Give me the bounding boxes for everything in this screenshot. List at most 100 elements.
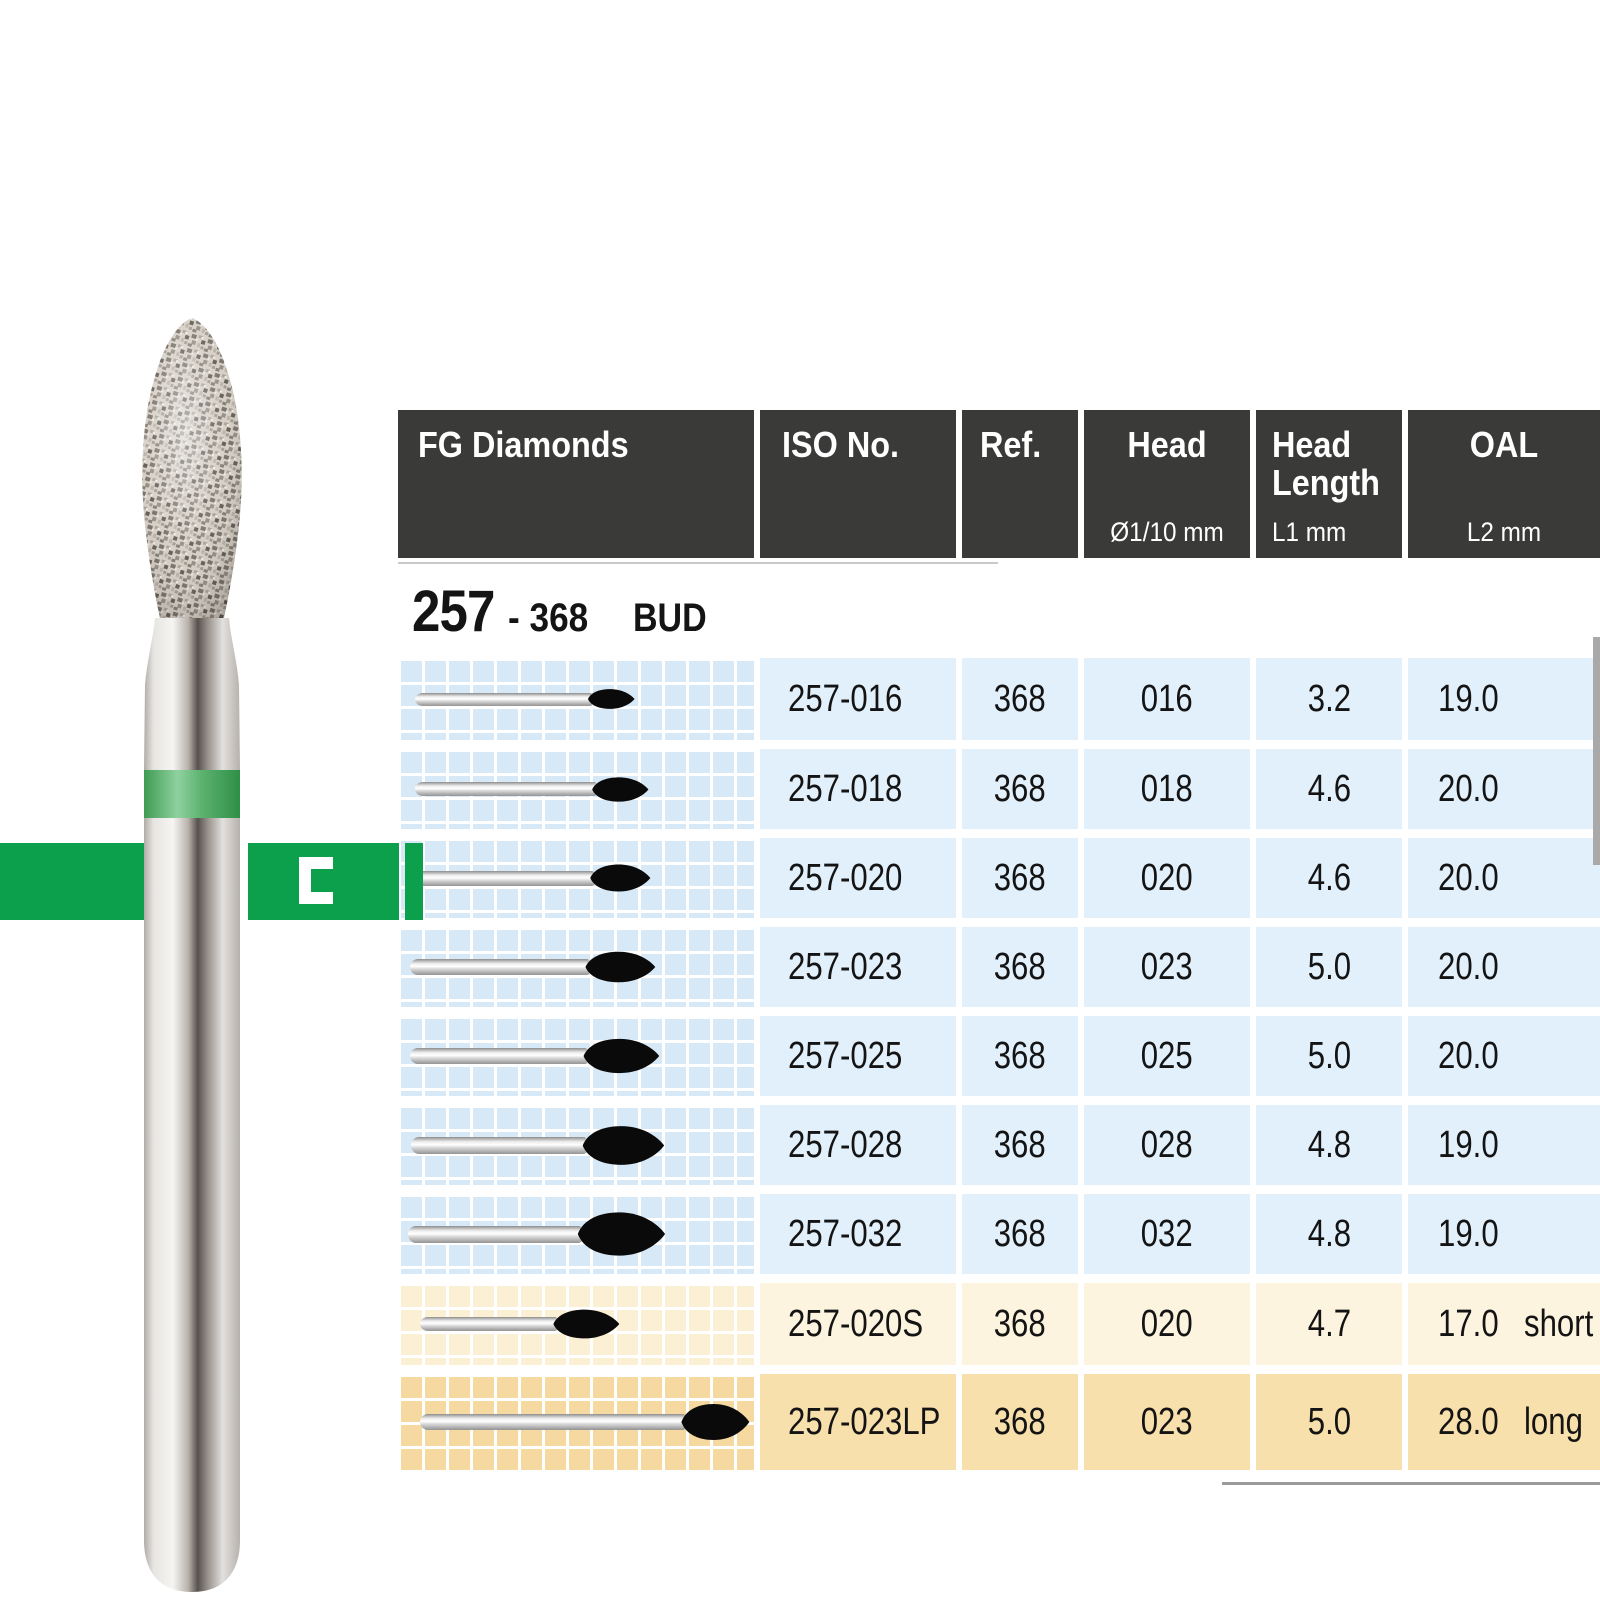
series-code: 257 — [412, 579, 495, 644]
diamond-bur-photo — [142, 318, 242, 1592]
head-length-cell: 3.2 — [1256, 658, 1402, 740]
bur-icon — [415, 749, 649, 829]
table-row: 257-025 368 025 5.0 20.0 — [0, 1016, 1600, 1096]
column-label: Length — [1272, 462, 1380, 503]
column-label: Head — [1127, 424, 1207, 465]
bud-head-icon — [577, 1212, 666, 1256]
ref-cell: 368 — [962, 838, 1078, 918]
oal-cell: 20.0 — [1408, 838, 1600, 918]
ref-cell: 368 — [962, 1283, 1078, 1365]
grit-band-segment — [0, 843, 146, 920]
iso-cell: 257-025 — [760, 1016, 956, 1096]
iso-cell: 257-020 — [760, 838, 956, 918]
series-shape-name: BUD — [632, 596, 707, 640]
table-row: 257-020S 368 020 4.7 17.0 short — [0, 1283, 1600, 1365]
ref-cell: 368 — [962, 927, 1078, 1007]
ref-cell: 368 — [962, 658, 1078, 740]
table-row: 257-016 368 016 3.2 19.0 — [0, 658, 1600, 740]
bud-head-icon — [592, 776, 649, 802]
bur-green-ring — [144, 770, 240, 818]
oal-cell: 20.0 — [1408, 1016, 1600, 1096]
bud-head-icon — [583, 1038, 660, 1074]
head-length-cell: 4.6 — [1256, 749, 1402, 829]
head-cell: 028 — [1084, 1105, 1250, 1185]
series-ref: - 368 — [507, 596, 589, 640]
header-fg-diamonds: FG Diamonds — [398, 410, 754, 558]
iso-cell: 257-023LP — [760, 1374, 956, 1470]
head-length-cell: 4.7 — [1256, 1283, 1402, 1365]
oal-cell: 17.0 short — [1408, 1283, 1600, 1365]
head-cell: 023 — [1084, 1374, 1250, 1470]
head-length-cell: 4.6 — [1256, 838, 1402, 918]
iso-cell: 257-020S — [760, 1283, 956, 1365]
bud-head-icon — [587, 689, 635, 709]
head-length-cell: 4.8 — [1256, 1194, 1402, 1274]
bur-icon — [415, 838, 651, 918]
table-row: 257-028 368 028 4.8 19.0 — [0, 1105, 1600, 1185]
bud-head-icon — [681, 1404, 750, 1440]
bud-head-icon — [590, 864, 651, 892]
table-row: 257-032 368 032 4.8 19.0 — [0, 1194, 1600, 1274]
ref-cell: 368 — [962, 749, 1078, 829]
ref-cell: 368 — [962, 1374, 1078, 1470]
bur-icon — [415, 658, 635, 740]
table-row: 257-023 368 023 5.0 20.0 — [0, 927, 1600, 1007]
bur-head — [142, 318, 242, 618]
column-unit: L1 mm — [1272, 517, 1347, 547]
head-length-cell: 5.0 — [1256, 1016, 1402, 1096]
iso-cell: 257-018 — [760, 749, 956, 829]
head-length-cell: 5.0 — [1256, 1374, 1402, 1470]
iso-cell: 257-032 — [760, 1194, 956, 1274]
bur-icon — [408, 1194, 666, 1274]
column-unit: Ø1/10 mm — [1110, 517, 1224, 547]
table-row: 257-023LP 368 023 5.0 28.0 long — [0, 1374, 1600, 1470]
table-row: 257-018 368 018 4.6 20.0 — [0, 749, 1600, 829]
table-row: 257-020 368 020 4.6 20.0 — [0, 838, 1600, 918]
oal-note: short — [1523, 1302, 1594, 1345]
column-label: Ref. — [980, 424, 1042, 465]
oal-cell: 20.0 — [1408, 927, 1600, 1007]
header-ref: Ref. — [962, 410, 1078, 558]
iso-cell: 257-023 — [760, 927, 956, 1007]
head-cell: 016 — [1084, 658, 1250, 740]
bud-head-icon — [553, 1309, 620, 1339]
ref-cell: 368 — [962, 1105, 1078, 1185]
head-cell: 032 — [1084, 1194, 1250, 1274]
column-label: Head — [1272, 424, 1352, 465]
column-label: FG Diamonds — [418, 424, 629, 465]
grit-band-segment — [405, 843, 423, 920]
oal-note: long — [1523, 1400, 1583, 1443]
bur-icon — [410, 927, 656, 1007]
column-label: ISO No. — [782, 424, 900, 465]
head-cell: 018 — [1084, 749, 1250, 829]
grit-band-segment — [248, 843, 399, 920]
bur-icon — [420, 1374, 750, 1470]
bur-icon — [420, 1283, 620, 1365]
bur-icon — [410, 1016, 660, 1096]
header-underline — [398, 562, 998, 564]
head-cell: 025 — [1084, 1016, 1250, 1096]
header-oal: OAL L2 mm — [1408, 410, 1600, 558]
header-iso-no: ISO No. — [760, 410, 956, 558]
table-bottom-rule — [1222, 1482, 1600, 1485]
oal-cell: 19.0 — [1408, 658, 1600, 740]
head-length-cell: 5.0 — [1256, 927, 1402, 1007]
series-title: 257 - 368 BUD — [412, 578, 720, 645]
grit-code-c-icon — [299, 857, 333, 904]
oal-cell: 19.0 — [1408, 1194, 1600, 1274]
iso-cell: 257-028 — [760, 1105, 956, 1185]
column-unit: L2 mm — [1466, 517, 1542, 547]
header-head-length: Head Length L1 mm — [1256, 410, 1402, 558]
oal-cell: 19.0 — [1408, 1105, 1600, 1185]
ref-cell: 368 — [962, 1194, 1078, 1274]
oal-cell: 20.0 — [1408, 749, 1600, 829]
bud-head-icon — [582, 1125, 665, 1165]
iso-cell: 257-016 — [760, 658, 956, 740]
bur-shank — [144, 618, 240, 1592]
head-cell: 023 — [1084, 927, 1250, 1007]
ref-cell: 368 — [962, 1016, 1078, 1096]
page-edge-strip — [1593, 637, 1600, 865]
bud-head-icon — [585, 951, 656, 983]
head-cell: 020 — [1084, 1283, 1250, 1365]
